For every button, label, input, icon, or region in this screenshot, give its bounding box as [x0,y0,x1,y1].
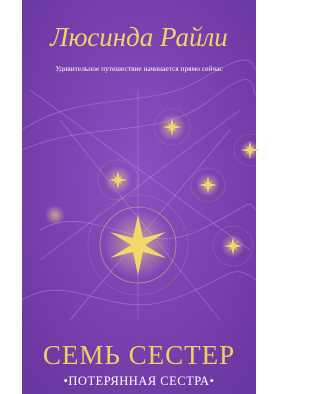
book-cover: Люсинда Райли Удивительное путешествие н… [0,0,276,394]
page: Люсинда Райли Удивительное путешествие н… [0,0,276,394]
author: Люсинда Райли [49,22,228,52]
subtitle: •ПОТЕРЯННАЯ СЕСТРА• [64,374,215,388]
title: СЕМЬ СЕСТЕР [43,340,235,370]
cover-background [22,0,256,394]
tagline: Удивительное путешествие начинается прям… [55,64,223,73]
